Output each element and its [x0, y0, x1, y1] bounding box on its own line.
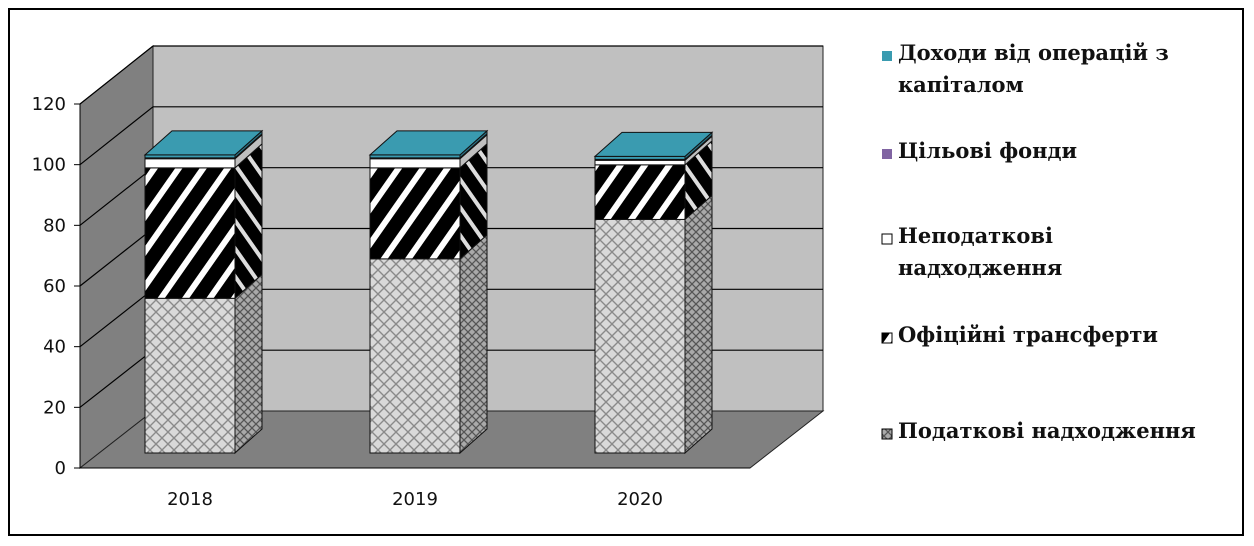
bar-2020-2-front — [594, 159, 686, 166]
y-tick-label: 80 — [43, 215, 66, 236]
gridline — [79, 349, 154, 408]
bar-2020-1-front — [594, 164, 686, 220]
bar-2018-1-front — [144, 167, 236, 299]
y-tick-label: 40 — [43, 337, 66, 358]
gridline — [79, 45, 154, 105]
legend-label-0: Податкові надходження — [898, 418, 1196, 443]
legend-swatch-2 — [881, 233, 893, 245]
legend-swatch-3 — [882, 149, 892, 159]
gridline — [79, 228, 154, 287]
bar-2018-top — [143, 130, 264, 156]
bar-2018-1-side — [234, 142, 263, 300]
legend-label-4: Доходи від операцій з — [898, 40, 1169, 65]
gridline — [79, 106, 154, 166]
gridline — [79, 288, 154, 348]
legend-swatch-1 — [881, 332, 893, 344]
legend-swatch-0 — [881, 428, 893, 440]
legend-label-2: надходження — [898, 255, 1062, 280]
bar-2018-0-front — [144, 297, 236, 454]
y-tick-label: 100 — [32, 155, 66, 176]
x-tick-label: 2020 — [617, 489, 663, 510]
bar-2019-0-side — [459, 233, 488, 455]
bar-2020-0-front — [594, 218, 686, 454]
x-tick-label: 2019 — [392, 489, 438, 510]
bar-2019-2-front — [369, 158, 461, 169]
bar-2018-2-front — [144, 158, 236, 169]
legend-label-2: Неподаткові — [898, 223, 1053, 248]
x-tick-label: 2018 — [167, 489, 213, 510]
legend-label-4: капіталом — [898, 72, 1024, 97]
gridline — [79, 167, 154, 226]
legend-swatch-4 — [882, 51, 892, 61]
bar-2019-1-front — [369, 167, 461, 260]
bar-2020-top — [593, 131, 714, 157]
legend-label-1: Офіційні трансферти — [898, 322, 1158, 347]
bar-2020-0-side — [684, 194, 713, 455]
bar-2019-0-front — [369, 258, 461, 454]
y-tick-label: 120 — [32, 94, 66, 115]
legend-label-3: Цільові фонди — [898, 138, 1077, 163]
bar-2018-0-side — [234, 273, 263, 455]
y-tick-label: 0 — [55, 458, 66, 479]
y-tick-label: 60 — [43, 276, 66, 297]
bar-2019-top — [368, 130, 489, 156]
y-tick-label: 20 — [43, 397, 66, 418]
